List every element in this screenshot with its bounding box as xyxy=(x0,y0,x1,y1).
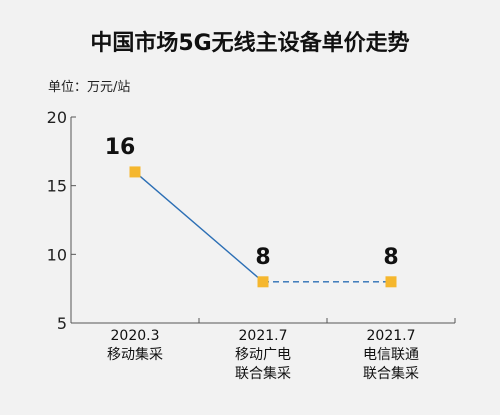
series-lines xyxy=(134,171,391,283)
x-category-label-line: 2021.7 xyxy=(367,328,416,344)
data-label: 16 xyxy=(105,135,136,160)
x-category-label-line: 2020.3 xyxy=(111,328,160,344)
data-point-marker xyxy=(257,276,269,288)
x-category-label: 2021.7 电信联通联合集采 xyxy=(363,328,419,382)
x-category-label-line: 移动集采 xyxy=(107,346,163,363)
y-tick-label: 20 xyxy=(47,108,67,127)
x-category-label-line: 联合集采 xyxy=(363,365,419,382)
y-tick-label: 5 xyxy=(57,314,67,333)
data-label: 8 xyxy=(255,245,270,270)
x-category-label-line: 联合集采 xyxy=(235,365,291,382)
data-labels: 168 8 xyxy=(105,135,399,270)
x-category-label-line: 2021.7 xyxy=(239,328,288,344)
x-category-label: 2021.7 移动广电联合集采 xyxy=(235,328,291,382)
unit-label: 单位：万元/站 xyxy=(48,80,130,95)
series-segment-solid xyxy=(134,171,264,283)
data-label: 8 xyxy=(383,245,398,270)
y-tick-label: 10 xyxy=(47,245,67,264)
axes: 5 10 15 20 2020.3 移动集采 2021.7 移动广电联合集采 2021.7 电信联… xyxy=(47,108,456,382)
x-category-label: 2020.3 移动集采 xyxy=(107,328,163,363)
x-category-label-line: 电信联通 xyxy=(363,347,419,363)
x-category-label-line: 移动广电 xyxy=(235,347,291,363)
data-point-marker xyxy=(385,276,397,288)
y-tick-label: 15 xyxy=(47,177,67,196)
data-markers xyxy=(129,166,397,288)
chart-title: 中国市场5G无线主设备单价走势 xyxy=(90,30,409,56)
data-point-marker xyxy=(129,166,141,178)
